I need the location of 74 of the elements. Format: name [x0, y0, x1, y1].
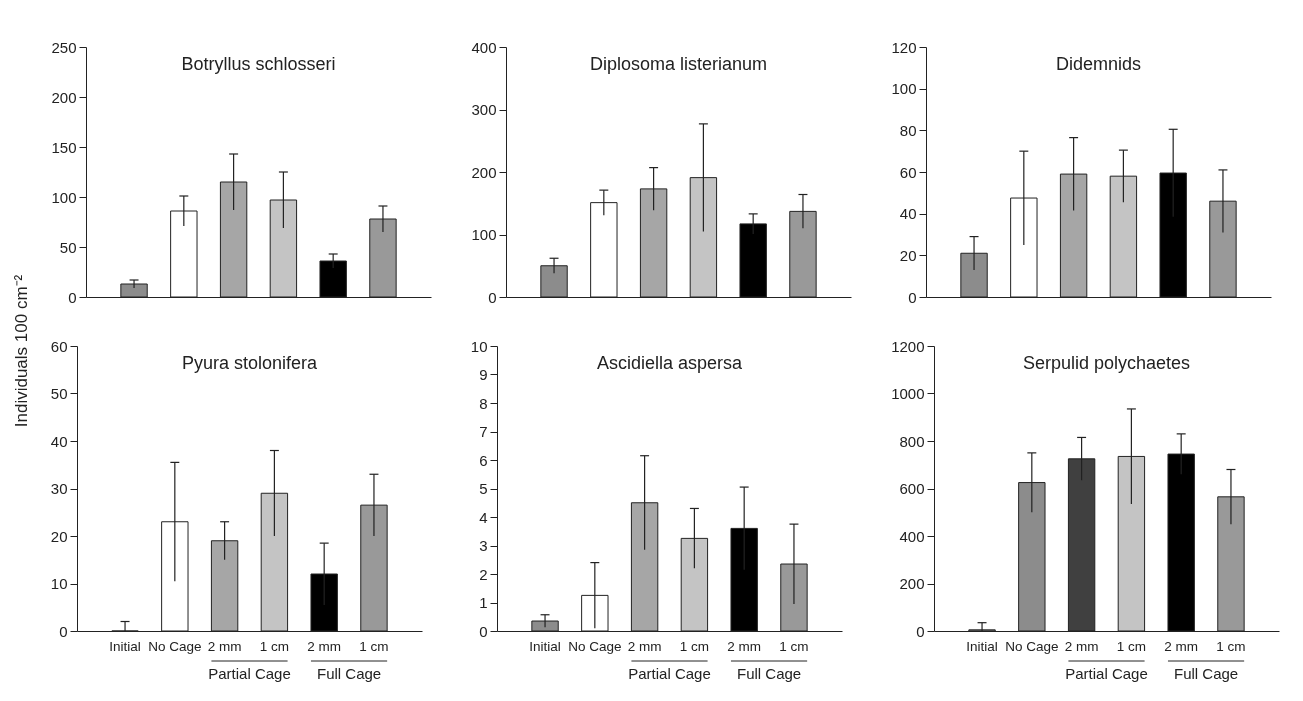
- text: Partial Cage: [628, 665, 711, 682]
- x-tick-label: No Cage: [148, 638, 202, 654]
- y-tick-label: 2: [479, 565, 488, 583]
- x-tick-label: No Cage: [1005, 638, 1059, 654]
- x-tick-label: 1 cm: [1216, 638, 1246, 654]
- y-tick-label: 10: [470, 337, 488, 355]
- x-tick-label: 2 mm: [307, 638, 342, 654]
- y-tick-label: 400: [471, 38, 497, 56]
- y-tick-label: 50: [59, 238, 77, 256]
- x-tick-label: Initial: [529, 638, 561, 654]
- y-tick-label: 60: [899, 163, 917, 181]
- y-tick-label: 20: [899, 246, 917, 264]
- y-tick-label: 400: [899, 527, 925, 545]
- y-tick-label: 0: [59, 622, 68, 640]
- x-tick-label: 2 mm: [207, 638, 242, 654]
- y-tick-label: 200: [899, 575, 925, 592]
- text: Full Cage: [1173, 665, 1239, 682]
- y-tick-label: 200: [471, 163, 497, 181]
- y-tick-label: 10: [50, 575, 68, 592]
- x-tick-label: Initial: [109, 638, 141, 654]
- y-tick-label: 3: [479, 537, 488, 554]
- y-tick-label: 20: [50, 527, 68, 545]
- x-tick-label: No Cage: [568, 638, 622, 654]
- y-tick-label: 80: [899, 121, 917, 139]
- x-tick-label: 1 cm: [259, 638, 290, 654]
- chart-title: Serpulid polychaetes: [1022, 353, 1191, 373]
- x-tick-label: 1 cm: [1116, 638, 1147, 654]
- y-tick-label: 600: [899, 480, 925, 497]
- y-tick-label: 0: [479, 622, 488, 640]
- y-tick-label: 100: [51, 188, 77, 206]
- y-tick-label: 0: [488, 288, 497, 306]
- y-tick-label: 6: [479, 451, 488, 469]
- y-tick-label: 100: [891, 80, 917, 98]
- y-tick-label: 5: [479, 480, 488, 497]
- y-tick-label: 1: [479, 594, 488, 611]
- chart-title: Diplosoma listerianum: [589, 54, 768, 74]
- x-tick-label: 2 mm: [627, 638, 662, 654]
- y-tick-label: 250: [51, 38, 77, 56]
- y-tick-label: 300: [471, 101, 497, 118]
- y-tick-label: 4: [479, 508, 488, 526]
- chart-title: Ascidiella aspersa: [596, 353, 744, 373]
- x-tick-label: 2 mm: [727, 638, 762, 654]
- y-tick-label: 100: [471, 226, 497, 243]
- y-tick-label: 0: [68, 288, 77, 306]
- y-axis-title: Individuals 100 cm⁻²: [10, 274, 32, 428]
- y-tick-label: 1200: [891, 337, 925, 355]
- text: Full Cage: [316, 665, 382, 682]
- x-tick-label: 2 mm: [1164, 638, 1199, 654]
- text: Partial Cage: [1065, 665, 1148, 682]
- y-tick-label: 200: [51, 88, 77, 106]
- y-tick-label: 30: [50, 480, 68, 497]
- y-tick-label: 120: [891, 38, 917, 56]
- y-tick-label: 40: [899, 205, 917, 223]
- y-tick-label: 8: [479, 394, 488, 412]
- chart-title: Pyura stolonifera: [181, 353, 319, 373]
- x-tick-label: 2 mm: [1064, 638, 1099, 654]
- x-tick-label: 1 cm: [679, 638, 710, 654]
- chart-title: Botryllus schlosseri: [181, 54, 336, 74]
- y-tick-label: 7: [479, 423, 488, 440]
- y-tick-label: 1000: [891, 385, 925, 402]
- x-tick-label: 1 cm: [359, 638, 389, 654]
- text: Partial Cage: [208, 665, 291, 682]
- x-tick-label: Initial: [966, 638, 998, 654]
- y-tick-label: 9: [479, 366, 488, 383]
- y-tick-label: 0: [916, 622, 925, 640]
- y-tick-label: 150: [51, 138, 77, 156]
- y-tick-label: 40: [50, 432, 68, 450]
- y-tick-label: 0: [908, 288, 917, 306]
- chart-title: Didemnids: [1055, 54, 1142, 74]
- x-tick-label: 1 cm: [779, 638, 809, 654]
- text: Full Cage: [736, 665, 802, 682]
- y-tick-label: 50: [50, 385, 68, 402]
- y-tick-label: 60: [50, 337, 68, 355]
- y-tick-label: 800: [899, 432, 925, 450]
